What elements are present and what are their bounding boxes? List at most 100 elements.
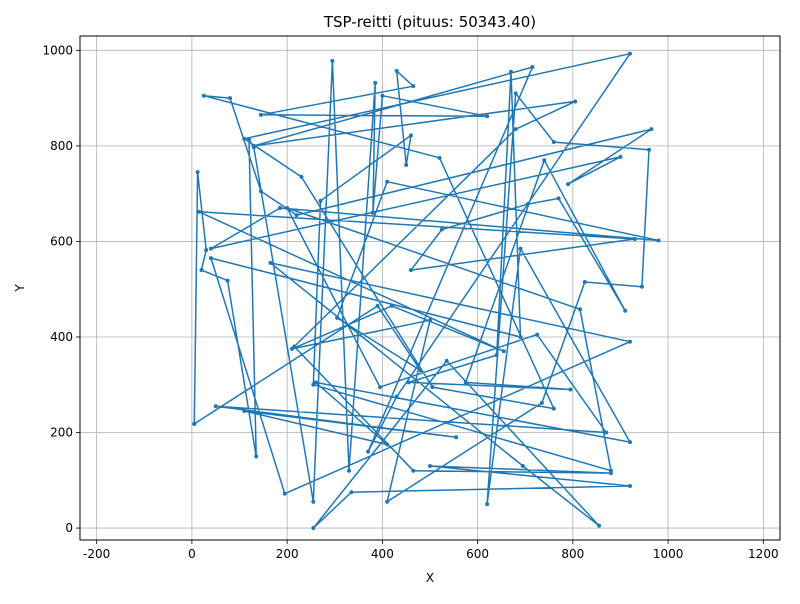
city-point <box>551 406 556 411</box>
city-point <box>311 526 316 531</box>
city-point <box>639 284 644 289</box>
city-point <box>418 368 423 373</box>
y-tick-label: 600 <box>50 234 73 248</box>
city-point <box>444 358 449 363</box>
x-tick-label: 200 <box>276 547 299 561</box>
city-point <box>520 463 525 468</box>
city-point <box>225 278 230 283</box>
city-point <box>258 112 263 117</box>
y-tick-label: 400 <box>50 330 73 344</box>
city-point <box>385 499 390 504</box>
city-point <box>573 99 578 104</box>
city-point <box>628 484 632 489</box>
city-point <box>375 303 380 308</box>
city-point <box>247 137 252 142</box>
y-axis-label: Y <box>13 284 27 293</box>
city-point <box>647 147 652 152</box>
city-point <box>330 58 335 63</box>
chart-title: TSP-reitti (pituus: 50343.40) <box>323 13 536 31</box>
city-point <box>258 189 263 194</box>
city-point <box>566 182 571 187</box>
city-point <box>366 449 371 454</box>
x-tick-label: 1000 <box>653 547 684 561</box>
city-point <box>285 205 290 210</box>
x-tick-label: 800 <box>561 547 584 561</box>
city-point <box>213 404 218 409</box>
x-tick-label: -200 <box>83 547 110 561</box>
city-point <box>311 499 316 504</box>
city-point <box>406 380 411 385</box>
city-point <box>539 400 544 405</box>
city-point <box>408 133 413 138</box>
city-point <box>656 238 661 243</box>
city-point <box>228 96 232 101</box>
city-point <box>242 409 247 414</box>
city-point <box>623 308 628 313</box>
city-point <box>195 170 200 175</box>
city-point <box>278 205 282 210</box>
city-point <box>582 280 587 285</box>
city-point <box>530 65 535 70</box>
city-point <box>394 394 399 399</box>
city-point <box>335 315 340 320</box>
city-point <box>251 143 256 148</box>
city-point <box>597 523 602 528</box>
city-point <box>404 162 409 167</box>
route-series <box>192 51 661 531</box>
city-point <box>608 471 613 476</box>
city-point <box>201 93 206 98</box>
city-point <box>208 246 213 251</box>
city-point <box>208 256 213 261</box>
city-point <box>292 344 297 349</box>
city-point <box>604 430 609 435</box>
city-point <box>313 380 318 385</box>
route-line <box>193 52 660 529</box>
y-tick-label: 800 <box>50 139 73 153</box>
city-point <box>385 442 390 447</box>
city-point <box>411 84 416 89</box>
city-point <box>385 179 390 184</box>
city-point <box>513 127 518 132</box>
city-point <box>454 435 459 440</box>
x-tick-label: 400 <box>371 547 394 561</box>
city-point <box>268 260 273 265</box>
city-point <box>378 385 382 390</box>
city-point <box>430 385 435 390</box>
city-point <box>518 334 523 339</box>
city-point <box>349 490 354 495</box>
city-point <box>294 213 299 218</box>
city-point <box>373 80 378 85</box>
y-tick-label: 1000 <box>42 43 73 57</box>
city-point <box>525 202 530 207</box>
city-point <box>578 307 582 312</box>
city-point <box>199 268 204 273</box>
city-point <box>632 237 637 242</box>
city-point <box>535 332 540 337</box>
city-point <box>299 174 304 179</box>
city-point <box>380 93 385 98</box>
city-point <box>649 127 654 132</box>
city-point <box>542 158 547 163</box>
city-point <box>394 68 399 73</box>
city-point <box>318 198 323 203</box>
city-point <box>628 339 632 344</box>
city-point <box>556 196 561 201</box>
city-point <box>463 380 468 385</box>
city-point <box>437 155 442 160</box>
x-tick-label: 600 <box>466 547 489 561</box>
city-point <box>518 246 523 251</box>
city-point <box>254 454 259 459</box>
city-point <box>485 502 490 507</box>
plot-area <box>79 35 781 541</box>
city-point <box>513 91 518 96</box>
city-point <box>551 140 556 145</box>
city-point <box>494 353 499 358</box>
x-tick-label: 0 <box>188 547 196 561</box>
axes: -200 0 200 400 600 800 1000 1200 0 200 400 600 800 10… <box>42 43 778 561</box>
city-point <box>242 136 247 141</box>
y-tick-label: 200 <box>50 426 73 440</box>
city-point <box>501 349 506 354</box>
y-tick-label: 0 <box>65 521 73 535</box>
